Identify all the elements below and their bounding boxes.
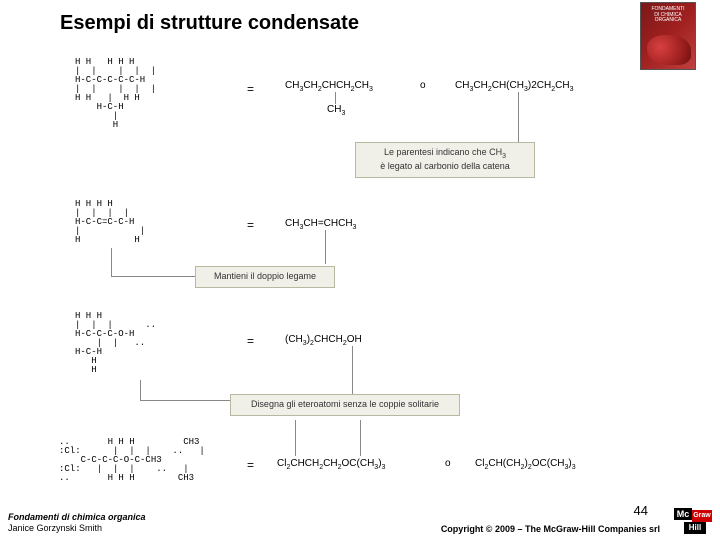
condensed-formula-4a: Cl2CHCH2CH2OC(CH3)3 — [277, 458, 385, 471]
connector-line — [295, 420, 296, 456]
connector-line — [360, 420, 361, 456]
condensed-branch-1: CH3 — [327, 104, 345, 117]
connector-line — [518, 92, 519, 142]
skeletal-formula-2: H H H H | | | | H-C-C=C-C-H | | H H — [75, 200, 145, 245]
connector-line — [111, 248, 112, 276]
note-box-2: Mantieni il doppio legame — [195, 266, 335, 288]
diagram-area: H H H H H | | | | | H-C-C-C-C-C-H | | | … — [55, 50, 675, 490]
condensed-formula-2: CH3CH=CHCH3 — [285, 218, 356, 231]
equals-sign: = — [247, 82, 254, 96]
equals-sign: = — [247, 334, 254, 348]
skeletal-formula-3: H H H | | | .. H-C-C-C-O-H | | .. H-C-H … — [75, 312, 156, 375]
note-box-3: Disegna gli eteroatomi senza le coppie s… — [230, 394, 460, 416]
connector-line — [140, 380, 141, 400]
condensed-formula-3: (CH3)2CHCH2OH — [285, 334, 362, 347]
or-label: o — [445, 458, 451, 469]
page-number: 44 — [634, 503, 648, 518]
footer-left: Fondamenti di chimica organica Janice Go… — [8, 512, 146, 534]
equals-sign: = — [247, 458, 254, 472]
copyright: Copyright © 2009 – The McGraw-Hill Compa… — [441, 524, 660, 534]
condensed-formula-1b: CH3CH2CH(CH3)2CH2CH3 — [455, 80, 573, 93]
skeletal-formula-1: H H H H H | | | | | H-C-C-C-C-C-H | | | … — [75, 58, 156, 130]
author-name: Janice Gorzynski Smith — [8, 523, 146, 534]
equals-sign: = — [247, 218, 254, 232]
connector-line — [335, 92, 336, 104]
skeletal-formula-4: .. H H H CH3 :Cl: | | | .. | C-C-C-C-O-C… — [59, 438, 205, 483]
publisher-logo: Mc Graw Hill — [674, 508, 712, 534]
connector-line — [352, 346, 353, 396]
or-label: o — [420, 80, 426, 91]
connector-line — [325, 230, 326, 264]
cover-line: ORGANICA — [641, 18, 695, 24]
condensed-formula-1a: CH3CH2CHCH2CH3 — [285, 80, 373, 93]
condensed-formula-4b: Cl2CH(CH2)2OC(CH3)3 — [475, 458, 576, 471]
book-title: Fondamenti di chimica organica — [8, 512, 146, 523]
note-box-1: Le parentesi indicano che CH3 è legato a… — [355, 142, 535, 178]
page-title: Esempi di strutture condensate — [60, 12, 359, 35]
